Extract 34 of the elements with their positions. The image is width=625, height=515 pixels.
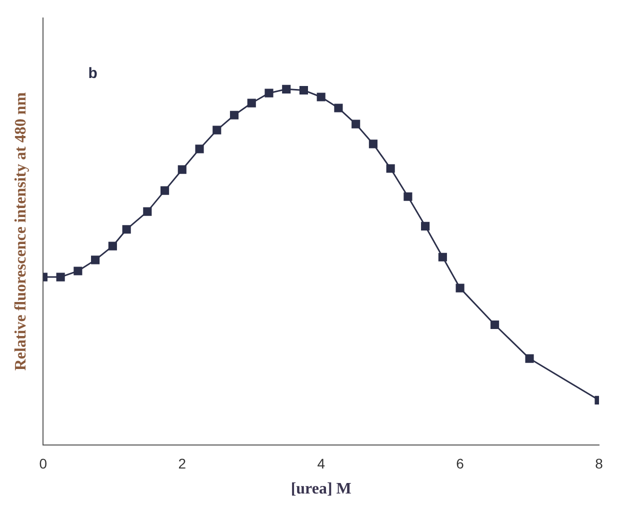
point: [525, 354, 534, 363]
point: [91, 256, 100, 264]
point: [299, 86, 308, 95]
point: [160, 186, 170, 195]
point: [143, 207, 152, 216]
point: [122, 225, 131, 234]
x-axis-title: [urea] M: [290, 480, 352, 498]
x-tick-label: 6: [456, 455, 464, 472]
point: [212, 126, 222, 134]
point: [438, 252, 447, 262]
y-axis-title: Relative fluorescence intensity at 480 nm: [12, 92, 30, 371]
point: [490, 320, 500, 330]
text: b: [88, 65, 98, 82]
x-tick-label: 4: [317, 455, 326, 472]
point: [352, 120, 360, 128]
point: [316, 92, 326, 102]
point: [56, 272, 65, 282]
point: [264, 88, 274, 98]
point: [368, 140, 378, 148]
point: [74, 266, 82, 276]
point: [247, 98, 256, 108]
point: [282, 84, 291, 94]
point: [334, 104, 343, 112]
point: [195, 144, 204, 154]
point: [230, 110, 239, 120]
x-tick-label: 2: [178, 455, 186, 472]
point: [456, 284, 464, 292]
point: [421, 222, 430, 230]
point: [108, 242, 117, 250]
point: [178, 165, 186, 174]
x-tick-label: 8: [595, 455, 604, 472]
point: [386, 164, 395, 173]
point: [404, 192, 412, 201]
x-tick-label: 0: [39, 455, 48, 472]
